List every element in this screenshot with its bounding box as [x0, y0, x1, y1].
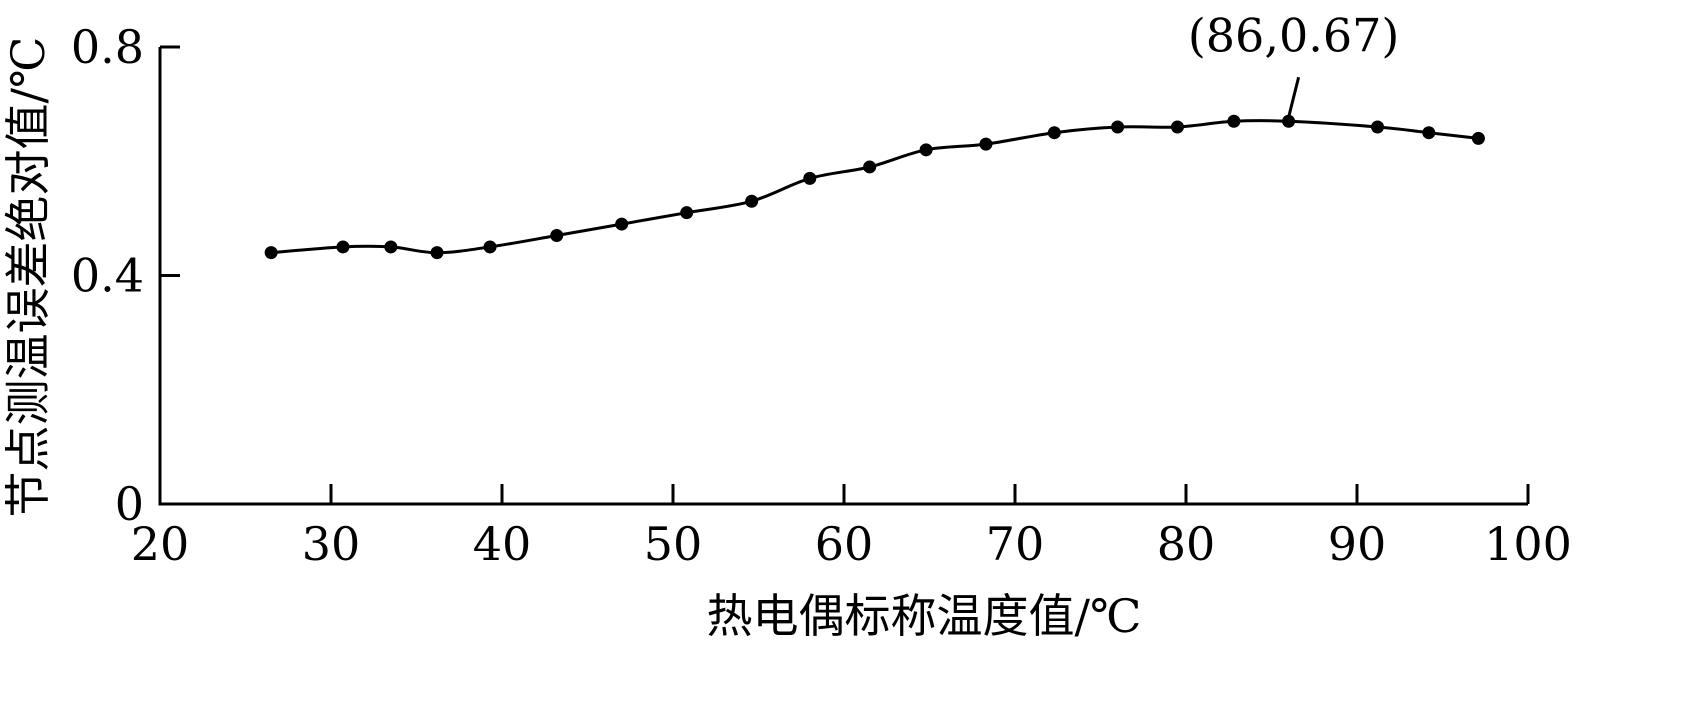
data-point-11 [919, 143, 933, 157]
x-tick-label-20: 20 [131, 517, 190, 571]
x-tick-label-70: 70 [986, 517, 1045, 571]
data-point-4 [483, 240, 497, 254]
data-point-20 [1471, 131, 1485, 145]
data-point-15 [1170, 120, 1184, 134]
y-tick-label-0.4: 0.4 [71, 249, 144, 303]
data-point-5 [550, 229, 564, 243]
data-point-9 [803, 171, 817, 185]
annotation-label-0: (86,0.67) [1188, 8, 1399, 62]
x-tick-label-40: 40 [473, 517, 532, 571]
data-point-18 [1371, 120, 1385, 134]
data-point-12 [979, 137, 993, 151]
series-line-0 [270, 119, 1479, 255]
data-point-1 [336, 240, 350, 254]
x-tick-label-50: 50 [644, 517, 703, 571]
x-axis-ticks: 20 30 40 50 60 70 80 90 100 [131, 484, 1572, 571]
data-point-2 [384, 240, 398, 254]
x-tick-label-100: 100 [1484, 517, 1572, 571]
x-tick-label-60: 60 [815, 517, 874, 571]
data-point-13 [1047, 126, 1061, 140]
annotation-layer: (86,0.67) [1188, 8, 1399, 118]
data-point-6 [615, 217, 629, 231]
data-point-10 [863, 160, 877, 174]
x-tick-label-90: 90 [1328, 517, 1387, 571]
data-point-0 [264, 246, 278, 260]
data-point-17 [1282, 114, 1296, 128]
data-point-19 [1422, 126, 1436, 140]
y-tick-label-0: 0 [115, 477, 144, 531]
y-axis-ticks: 0 0.4 0.8 [71, 20, 180, 531]
data-point-8 [745, 194, 759, 208]
y-axis-title: 节点测温误差绝对值/℃ [1, 37, 55, 518]
y-tick-label-0.8: 0.8 [71, 20, 144, 74]
data-point-16 [1227, 114, 1241, 128]
annotation-leader-0 [1287, 76, 1301, 118]
x-tick-label-30: 30 [302, 517, 361, 571]
data-point-14 [1111, 120, 1125, 134]
data-point-3 [430, 246, 444, 260]
series-layer [264, 114, 1485, 260]
chart-axes [158, 47, 1528, 506]
x-axis-title: 热电偶标称温度值/℃ [707, 589, 1142, 643]
x-tick-label-80: 80 [1157, 517, 1216, 571]
data-point-7 [680, 206, 694, 220]
